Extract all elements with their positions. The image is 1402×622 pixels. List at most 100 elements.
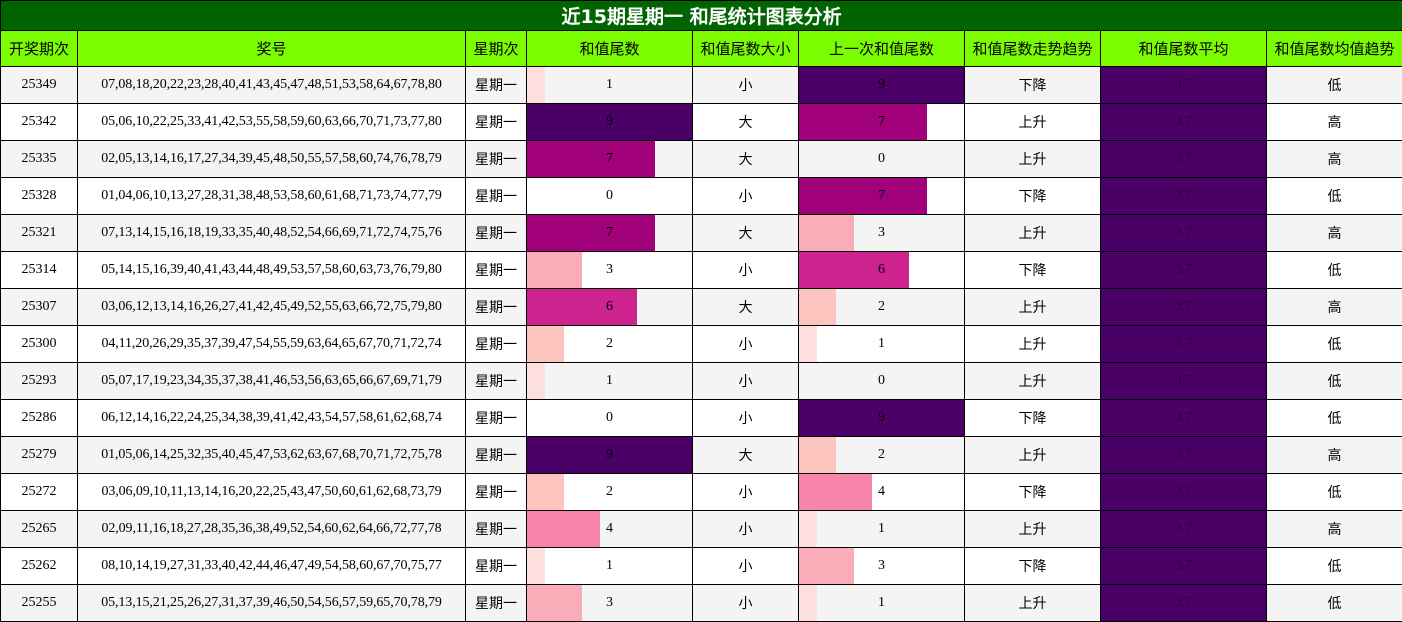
prev-tail-bar [799,474,873,510]
issue-cell: 25321 [0,214,78,252]
prev-tail-bar-cell: 0 [798,140,965,178]
avg-trend-cell: 低 [1265,584,1402,622]
tail-bar [527,67,546,103]
avg-trend-cell: 低 [1265,177,1402,215]
avg-cell: 3.7 [1100,399,1267,437]
numbers-cell: 04,11,20,26,29,35,37,39,47,54,55,59,63,6… [77,325,466,363]
prev-tail-value: 3 [878,225,885,240]
avg-trend-cell: 低 [1265,473,1402,511]
issue-cell: 25272 [0,473,78,511]
issue-cell: 25262 [0,547,78,585]
tail-bar-cell: 1 [526,362,693,400]
size-cell: 小 [692,66,799,104]
size-cell: 大 [692,436,799,474]
prev-tail-value: 3 [878,558,885,573]
prev-tail-bar-cell: 9 [798,399,965,437]
weekday-cell: 星期一 [465,473,527,511]
prev-tail-bar [799,289,836,325]
avg-trend-cell: 高 [1265,288,1402,326]
col-header-weekday: 星期次 [465,30,527,67]
tail-bar-cell: 2 [526,473,693,511]
tail-value: 1 [606,77,613,92]
numbers-cell: 08,10,14,19,27,31,33,40,42,44,46,47,49,5… [77,547,466,585]
size-cell: 小 [692,399,799,437]
tail-bar-cell: 3 [526,584,693,622]
prev-tail-value: 0 [878,151,885,166]
size-cell: 小 [692,584,799,622]
weekday-cell: 星期一 [465,288,527,326]
prev-tail-bar-cell: 1 [798,325,965,363]
tail-bar-cell: 7 [526,214,693,252]
issue-cell: 25255 [0,584,78,622]
prev-tail-value: 9 [878,77,885,92]
issue-cell: 25335 [0,140,78,178]
avg-trend-cell: 低 [1265,251,1402,289]
table-row: 25300 04,11,20,26,29,35,37,39,47,54,55,5… [0,325,1402,363]
tail-value: 2 [606,484,613,499]
issue-cell: 25342 [0,103,78,141]
prev-tail-bar [799,104,928,140]
size-cell: 小 [692,177,799,215]
tail-bar [527,215,656,251]
tail-bar-cell: 0 [526,399,693,437]
weekday-cell: 星期一 [465,547,527,585]
tail-value: 7 [606,225,613,240]
issue-cell: 25349 [0,66,78,104]
tail-bar [527,363,546,399]
prev-tail-value: 7 [878,114,885,129]
avg-cell: 3.7 [1100,473,1267,511]
issue-cell: 25328 [0,177,78,215]
prev-tail-bar [799,252,909,288]
table-row: 25314 05,14,15,16,39,40,41,43,44,48,49,5… [0,251,1402,289]
tail-bar-cell: 1 [526,547,693,585]
avg-cell: 3.7 [1100,103,1267,141]
avg-trend-cell: 低 [1265,547,1402,585]
prev-tail-value: 6 [878,262,885,277]
issue-cell: 25265 [0,510,78,548]
prev-tail-bar [799,511,818,547]
tail-bar-cell: 4 [526,510,693,548]
avg-cell: 3.7 [1100,584,1267,622]
page-title: 近15期星期一 和尾统计图表分析 [0,0,1402,31]
size-cell: 大 [692,288,799,326]
prev-tail-bar [799,215,854,251]
tail-value: 7 [606,151,613,166]
tail-bar [527,252,582,288]
avg-trend-cell: 低 [1265,362,1402,400]
avg-cell: 3.7 [1100,436,1267,474]
prev-tail-bar [799,548,854,584]
trend-cell: 上升 [964,510,1101,548]
col-header-size: 和值尾数大小 [692,30,799,67]
trend-cell: 下降 [964,251,1101,289]
tail-value: 9 [606,114,613,129]
avg-trend-cell: 低 [1265,325,1402,363]
trend-cell: 上升 [964,288,1101,326]
prev-tail-bar-cell: 7 [798,103,965,141]
numbers-cell: 05,06,10,22,25,33,41,42,53,55,58,59,60,6… [77,103,466,141]
tail-bar-cell: 2 [526,325,693,363]
col-header-tail: 和值尾数 [526,30,693,67]
prev-tail-bar-cell: 2 [798,436,965,474]
size-cell: 小 [692,325,799,363]
issue-cell: 25314 [0,251,78,289]
numbers-cell: 07,13,14,15,16,18,19,33,35,40,48,52,54,6… [77,214,466,252]
trend-cell: 上升 [964,140,1101,178]
avg-trend-cell: 高 [1265,214,1402,252]
table-row: 25342 05,06,10,22,25,33,41,42,53,55,58,5… [0,103,1402,141]
tail-bar-cell: 7 [526,140,693,178]
avg-cell: 3.7 [1100,510,1267,548]
prev-tail-bar-cell: 3 [798,547,965,585]
table-row: 25272 03,06,09,10,11,13,14,16,20,22,25,4… [0,473,1402,511]
table-row: 25307 03,06,12,13,14,16,26,27,41,42,45,4… [0,288,1402,326]
numbers-cell: 01,04,06,10,13,27,28,31,38,48,53,58,60,6… [77,177,466,215]
weekday-cell: 星期一 [465,214,527,252]
table-row: 25255 05,13,15,21,25,26,27,31,37,39,46,5… [0,584,1402,622]
prev-tail-value: 1 [878,336,885,351]
prev-tail-bar-cell: 1 [798,584,965,622]
avg-cell: 3.7 [1100,251,1267,289]
avg-cell: 3.7 [1100,66,1267,104]
avg-cell: 3.7 [1100,547,1267,585]
prev-tail-bar [799,585,818,621]
weekday-cell: 星期一 [465,140,527,178]
